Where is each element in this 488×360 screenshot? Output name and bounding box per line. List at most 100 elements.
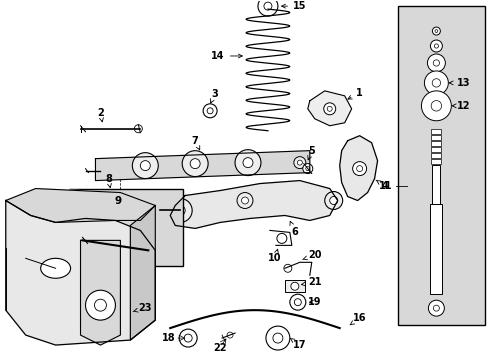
Circle shape [168,198,192,222]
Circle shape [109,242,115,248]
Circle shape [235,150,261,176]
Circle shape [431,79,440,87]
Circle shape [129,245,135,251]
Circle shape [264,2,271,10]
Bar [430,153,441,158]
Bar [430,159,441,164]
Circle shape [207,108,213,114]
Circle shape [424,71,447,95]
Circle shape [302,164,312,174]
Circle shape [134,125,142,133]
Circle shape [119,243,125,249]
Circle shape [432,60,439,66]
Circle shape [329,197,337,204]
Circle shape [323,103,335,115]
Circle shape [243,158,252,168]
Circle shape [272,333,282,343]
Text: 3: 3 [210,89,218,103]
Text: 16: 16 [349,313,366,325]
Circle shape [241,197,248,204]
Ellipse shape [41,258,70,278]
Circle shape [237,193,252,208]
Text: 10: 10 [267,249,281,263]
Circle shape [326,106,331,111]
Polygon shape [130,206,155,340]
Circle shape [184,334,192,342]
Circle shape [182,151,208,177]
Circle shape [293,157,305,168]
Text: 21: 21 [301,277,321,287]
Text: 1: 1 [347,88,362,99]
Circle shape [276,233,286,243]
Text: 4: 4 [375,180,387,190]
Circle shape [179,329,197,347]
Circle shape [290,282,298,290]
Circle shape [94,299,106,311]
Bar [430,135,441,140]
Text: 14: 14 [211,51,242,61]
Polygon shape [95,151,309,181]
Circle shape [421,91,450,121]
Circle shape [203,104,217,118]
Circle shape [146,235,150,239]
Text: 12: 12 [451,101,469,111]
Bar [430,129,441,134]
Circle shape [132,153,158,179]
Circle shape [175,206,185,216]
Polygon shape [307,91,351,126]
Circle shape [289,294,305,310]
Bar [430,147,441,152]
Circle shape [305,167,309,171]
Polygon shape [81,240,120,345]
Circle shape [427,54,445,72]
Circle shape [265,326,289,350]
Circle shape [85,290,115,320]
Circle shape [145,246,151,251]
Circle shape [432,305,439,311]
Circle shape [429,40,442,52]
Text: 15: 15 [281,1,306,11]
Text: 2: 2 [97,108,103,122]
Circle shape [190,159,200,168]
Circle shape [284,264,291,272]
Circle shape [433,44,438,48]
Text: 17: 17 [290,338,306,350]
Text: 13: 13 [448,78,469,88]
Bar [431,165,440,204]
Circle shape [99,240,105,246]
Text: 23: 23 [133,303,152,313]
Text: 18: 18 [161,333,175,343]
Bar [429,204,442,294]
Text: 7: 7 [191,136,199,150]
Polygon shape [339,136,377,201]
Bar [285,280,304,292]
Bar [68,189,183,266]
Polygon shape [6,189,155,222]
Text: 5: 5 [307,146,314,160]
Circle shape [434,30,437,32]
Text: 6: 6 [289,221,298,237]
Circle shape [143,233,153,242]
Circle shape [356,166,362,172]
Bar [430,141,441,146]
Text: 9: 9 [115,195,122,206]
Text: 22: 22 [213,343,226,353]
Circle shape [294,299,301,306]
Circle shape [258,0,277,16]
Circle shape [226,332,233,338]
Polygon shape [170,181,337,229]
Circle shape [141,242,155,255]
Circle shape [431,27,440,35]
Circle shape [324,192,342,210]
Text: 11: 11 [378,181,392,190]
Circle shape [140,161,150,171]
Circle shape [297,160,302,165]
Circle shape [427,300,444,316]
Circle shape [430,100,441,111]
Bar [397,6,484,325]
Text: 8: 8 [105,174,112,188]
Polygon shape [6,201,155,345]
Circle shape [352,162,366,176]
Text: 19: 19 [307,297,321,307]
Circle shape [89,239,95,245]
